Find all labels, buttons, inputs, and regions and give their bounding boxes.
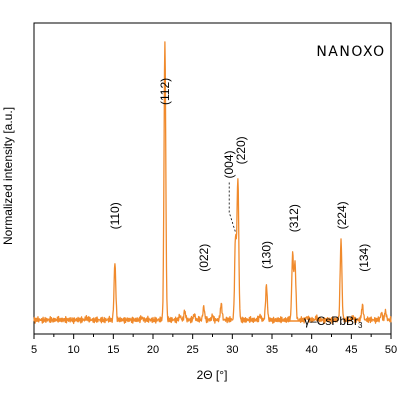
brand-logo: nanoxo [316,44,385,60]
x-tick-label: 20 [147,344,159,356]
brand-logo-text: nanoxo [316,44,385,60]
x-tick-label: 5 [31,344,37,356]
peak-label: (224) [335,201,349,229]
x-tick-label: 35 [266,344,278,356]
peak-label: (130) [259,241,273,269]
legend-label-subscript: 3 [358,321,363,330]
peak-leader-line [228,182,236,233]
peak-label: (110) [108,202,122,229]
legend: γ–CsPbBr3 [271,314,363,330]
x-tick-label: 15 [107,344,119,356]
x-tick-label: 40 [306,344,318,356]
peak-label: (134) [357,244,371,272]
peak-label: (312) [287,204,301,232]
peak-label: (220) [234,136,248,164]
x-axis-label: 2Θ [°] [197,368,228,382]
x-tick-label: 30 [226,344,238,356]
peak-label: (112) [158,78,172,105]
x-tick-label: 50 [385,344,397,356]
peak-label: (022) [197,244,211,272]
x-tick-label: 10 [68,344,80,356]
x-tick-label: 45 [345,344,357,356]
legend-label: γ–CsPbBr [304,314,358,328]
series-line [33,41,392,325]
peak-label: (004) [222,150,236,178]
x-tick-label: 25 [187,344,199,356]
y-axis-label: Normalized intensity [a.u.] [1,107,15,245]
legend-entry: γ–CsPbBr3 [304,314,363,330]
